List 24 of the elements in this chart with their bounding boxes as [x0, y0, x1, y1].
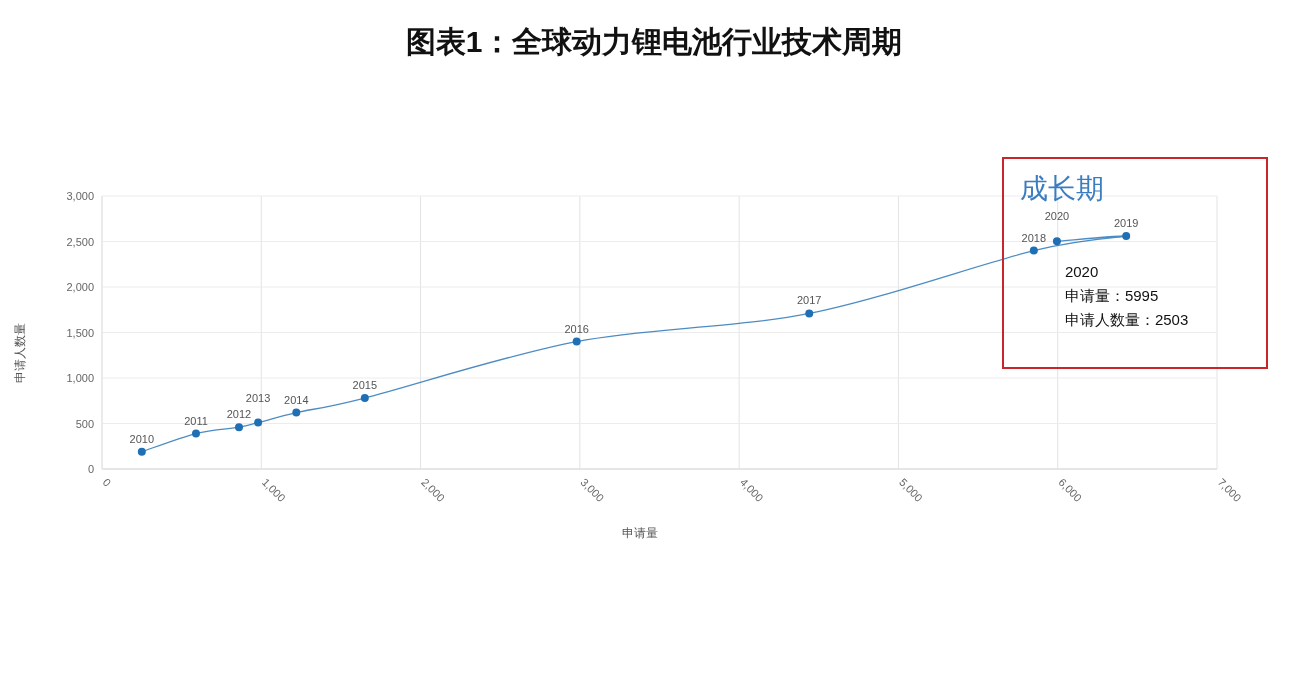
y-axis-title: 申请人数量: [13, 322, 27, 383]
point-label: 2017: [797, 294, 822, 307]
y-tick-label: 1,000: [66, 372, 94, 384]
point-label: 2012: [226, 408, 252, 421]
point-label: 2013: [245, 391, 271, 404]
point-label: 2016: [564, 322, 589, 335]
point-label: 2010: [129, 432, 155, 445]
point-label: 2020: [1044, 210, 1070, 223]
title: 图表1：全球动力锂电池行业技术周期: [405, 25, 903, 58]
y-tick-label: 1,500: [66, 326, 94, 339]
tooltip-label: 2020 申请量：5995 申请人数量：2503: [1064, 263, 1189, 329]
y-tick-label: 2,000: [66, 281, 94, 293]
point-label: 2014: [284, 393, 309, 406]
point-label: 2011: [184, 414, 208, 427]
point-label: 2018: [1021, 231, 1047, 244]
x-tick-label: 0: [100, 475, 114, 489]
x-axis-title: 申请量: [621, 526, 658, 540]
y-tick-label: 0: [87, 463, 94, 475]
y-tick-label: 2,500: [66, 235, 94, 248]
y-tick-label: 3,000: [66, 190, 94, 202]
y-tick-label: 500: [75, 417, 94, 430]
point-label: 2015: [352, 379, 378, 391]
point-label: 2019: [1113, 217, 1139, 230]
annotation: 成长期: [1020, 173, 1104, 204]
